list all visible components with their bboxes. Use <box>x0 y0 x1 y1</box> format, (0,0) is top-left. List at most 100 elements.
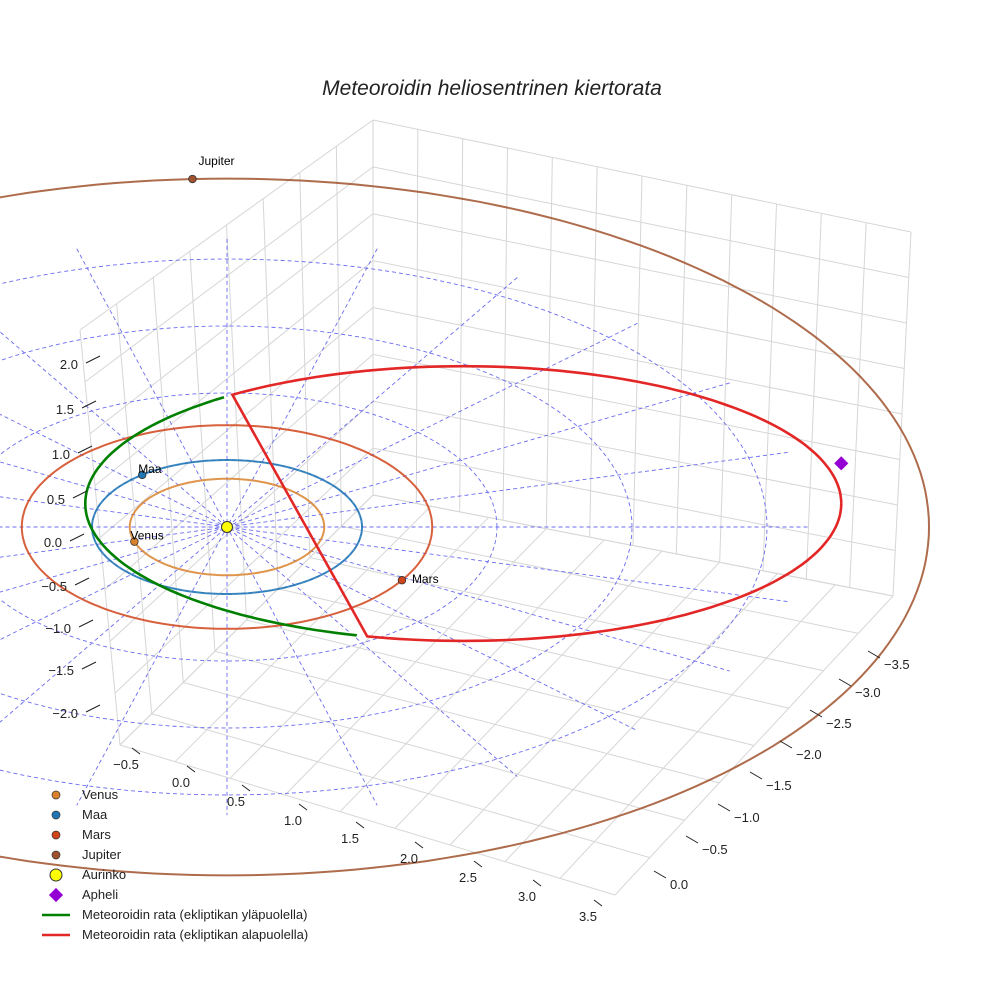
y-tick-label: −2.0 <box>796 747 822 762</box>
x-tick-label: 3.5 <box>579 909 597 924</box>
legend-swatch <box>49 868 63 882</box>
reference-radial-line <box>0 277 518 723</box>
venus-label: Venus <box>130 529 163 543</box>
grid-line <box>372 353 900 460</box>
grid-line <box>189 251 216 652</box>
grid-line <box>372 119 912 233</box>
x-tick-mark <box>241 784 251 792</box>
grid-line <box>262 198 279 589</box>
x-tick-label: −0.5 <box>113 757 139 772</box>
z-tick-mark <box>69 533 85 542</box>
legend: Venus Maa Mars Jupiter Aurinko Apheli Meteoroi… <box>42 787 308 942</box>
grid-line <box>372 213 907 324</box>
grid-line <box>151 713 650 859</box>
z-tick-label: −1.0 <box>45 621 71 636</box>
z-tick-label: 0.5 <box>47 492 65 507</box>
chart-title: Meteoroidin heliosentrinen kiertorata <box>322 77 662 100</box>
jupiter-label: Jupiter <box>198 154 234 168</box>
reference-radial-line <box>0 331 518 777</box>
y-tick-label: −3.0 <box>855 685 881 700</box>
jupiter-marker <box>188 174 197 184</box>
z-tick-mark <box>72 490 88 499</box>
z-tick-mark <box>78 619 94 628</box>
x-tick-mark <box>414 841 424 849</box>
z-tick-label: 1.0 <box>52 447 70 462</box>
grid-line <box>299 172 311 558</box>
x-tick-label: 2.5 <box>459 870 477 885</box>
grid-line <box>226 224 247 621</box>
reference-radial-line <box>0 322 638 641</box>
y-tick-mark <box>717 803 731 812</box>
reference-radial-line <box>0 413 638 732</box>
x-tick-label: 1.0 <box>284 813 302 828</box>
x-tick-mark <box>593 899 603 907</box>
grid-line <box>278 588 789 709</box>
x-tick-label: 0.0 <box>172 775 190 790</box>
sun-marker <box>221 521 233 533</box>
z-tick-mark <box>77 445 93 454</box>
x-tick-label: 1.5 <box>341 831 359 846</box>
legend-entry: Aurinko <box>82 867 126 882</box>
y-tick-mark <box>749 771 763 780</box>
x-tick-label: 2.0 <box>400 851 418 866</box>
grid-line <box>183 682 685 821</box>
axis-ticks: 2.0 1.5 1.0 0.5 0.0 −0.5 −1.0 −1.5 −2.0 −0.5 0.0 0.… <box>41 355 910 924</box>
legend-entry: Meteoroidin rata (ekliptikan alapuolella… <box>82 927 308 942</box>
z-tick-label: 2.0 <box>60 357 78 372</box>
grid-line <box>79 329 121 746</box>
x-tick-mark <box>131 747 141 755</box>
maa-marker <box>137 470 147 480</box>
y-tick-mark <box>838 678 852 687</box>
jupiter-orbit <box>0 177 930 877</box>
z-tick-mark <box>85 704 101 713</box>
x-tick-mark <box>532 879 542 887</box>
z-tick-label: −0.5 <box>41 579 67 594</box>
venus-marker <box>130 537 139 546</box>
grid-line <box>119 744 616 896</box>
grid-line <box>335 146 342 527</box>
grid-line <box>372 260 905 369</box>
z-tick-mark <box>81 400 97 409</box>
mars-orbit <box>20 424 434 630</box>
meteoroid-orbit-below <box>230 364 843 643</box>
x-tick-label: 3.0 <box>518 889 536 904</box>
z-tick-label: 1.5 <box>56 402 74 417</box>
grid-line <box>246 619 755 746</box>
x-tick-label: 0.5 <box>227 794 245 809</box>
x-tick-mark <box>298 803 308 811</box>
z-tick-label: 0.0 <box>44 535 62 550</box>
x-tick-mark <box>186 765 196 773</box>
grid-line <box>372 494 894 597</box>
y-tick-label: −0.5 <box>702 842 728 857</box>
venus-orbit <box>128 477 326 577</box>
z-tick-label: −2.0 <box>52 706 78 721</box>
grid-line <box>116 303 153 714</box>
y-tick-mark <box>685 835 699 844</box>
legend-entry: Jupiter <box>82 847 122 862</box>
y-tick-mark <box>809 709 823 718</box>
legend-swatch <box>51 810 61 820</box>
y-tick-label: −3.5 <box>884 657 910 672</box>
grid-line <box>341 525 859 634</box>
y-tick-label: 0.0 <box>670 877 688 892</box>
grid-line <box>309 557 824 672</box>
reference-radial-line <box>0 461 730 672</box>
grid-line <box>372 166 909 278</box>
reference-circle <box>0 258 768 796</box>
legend-entry: Maa <box>82 807 108 822</box>
y-tick-mark <box>867 650 881 659</box>
meteoroid-trajectory <box>83 364 843 643</box>
maa-label: Maa <box>138 462 162 476</box>
y-tick-label: −1.0 <box>734 810 760 825</box>
grid-line <box>214 650 720 784</box>
z-tick-mark <box>81 661 97 670</box>
y-tick-mark <box>653 870 667 879</box>
legend-swatch <box>51 790 61 800</box>
y-tick-mark <box>779 740 793 749</box>
grid-line <box>152 277 184 683</box>
legend-entry: Meteoroidin rata (ekliptikan yläpuolella… <box>82 907 307 922</box>
z-tick-mark <box>85 355 101 364</box>
legend-swatch <box>51 830 61 840</box>
legend-entry: Venus <box>82 787 119 802</box>
